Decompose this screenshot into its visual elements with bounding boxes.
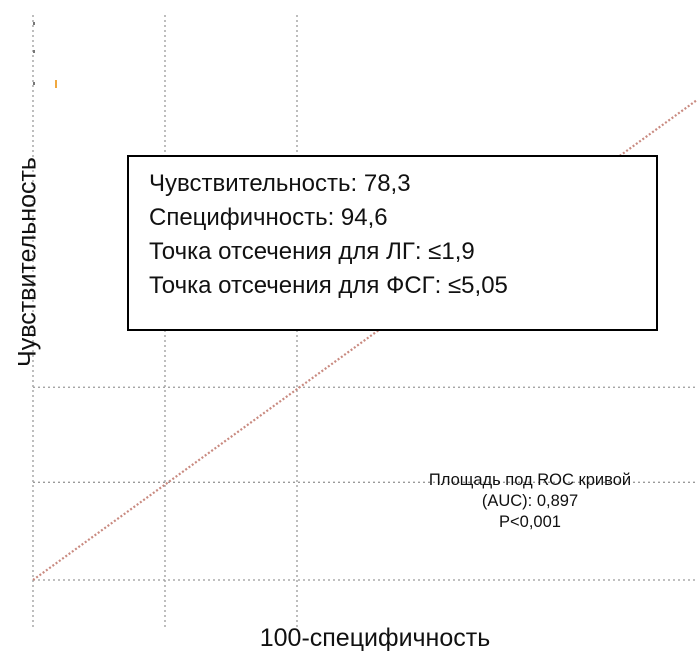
small-mark: [33, 50, 35, 53]
auc-line-2: (AUC): 0,897: [481, 492, 579, 510]
decorative-marks: [33, 22, 57, 88]
grid-lines: [32, 15, 697, 630]
diagonal-reference-line: [32, 99, 697, 581]
lh-cutoff-text: Точка отсечения для ЛГ: ≤1,9: [149, 238, 475, 265]
y-axis-label: Чувствительность: [13, 157, 42, 367]
p-value: P<0,001: [499, 513, 561, 531]
auc-annotation: Площадь под ROC кривой (AUC): 0,897 P<0,…: [370, 470, 690, 533]
small-mark: [55, 80, 57, 88]
series-layer: [32, 99, 697, 581]
stats-annotation-box: Чувствительность: 78,3 Специфичность: 94…: [127, 155, 658, 331]
auc-line-1: Площадь под ROC кривой: [428, 471, 632, 489]
x-axis-label: 100-специфичность: [259, 624, 491, 652]
fsh-cutoff-text: Точка отсечения для ФСГ: ≤5,05: [149, 272, 508, 299]
specificity-text: Специфичность: 94,6: [149, 204, 388, 231]
small-mark: [33, 22, 35, 25]
small-mark: [33, 82, 35, 85]
sensitivity-text: Чувствительность: 78,3: [149, 170, 411, 197]
